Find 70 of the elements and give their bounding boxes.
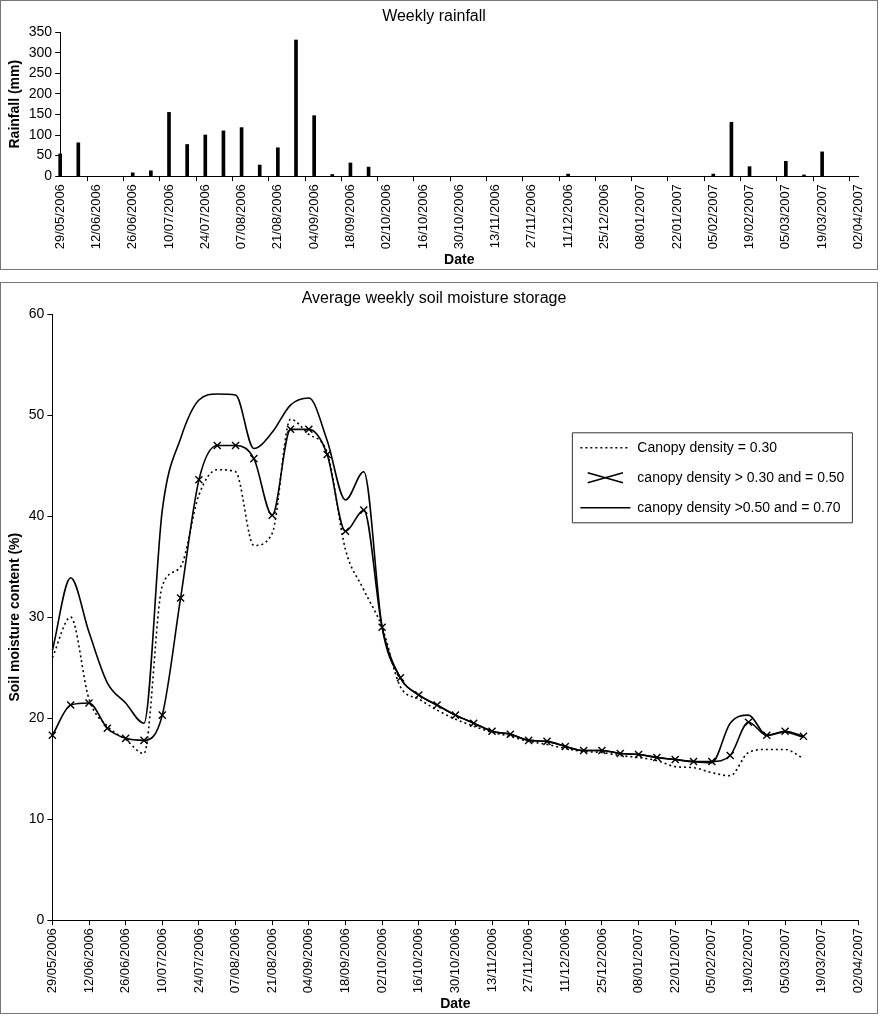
x-tick-label: 12/06/2006 — [88, 184, 104, 250]
x-axis-title: Date — [440, 995, 471, 1012]
x-tick-label: 08/01/2007 — [632, 184, 648, 250]
x-tick-label: 24/07/2006 — [196, 184, 212, 250]
y-tick-label: 300 — [28, 43, 53, 60]
y-tick-label: 0 — [36, 911, 45, 927]
x-tick-label: 21/08/2006 — [263, 928, 279, 994]
x-tick-label: 02/04/2007 — [849, 928, 865, 994]
x-tick-label: 16/10/2006 — [414, 184, 430, 250]
x-tick-label: 10/07/2006 — [160, 184, 176, 250]
y-tick-label: 60 — [28, 305, 45, 322]
x-tick-label: 22/01/2007 — [668, 184, 684, 250]
x-tick-label: 05/03/2007 — [776, 928, 792, 994]
legend-label: canopy density >0.50 and = 0.70 — [637, 498, 841, 515]
x-tick-label: 02/04/2007 — [849, 184, 865, 250]
x-tick-label: 13/11/2006 — [487, 184, 503, 249]
x-tick-label: 05/02/2007 — [703, 928, 719, 994]
x-tick-label: 04/09/2006 — [305, 184, 321, 250]
x-tick-label: 21/08/2006 — [269, 184, 285, 250]
x-tick-label: 25/12/2006 — [595, 184, 611, 250]
x-tick-label: 07/08/2006 — [227, 928, 243, 994]
y-tick-label: 100 — [28, 125, 53, 142]
x-tick-label: 02/10/2006 — [373, 928, 389, 994]
y-tick-label: 150 — [28, 105, 53, 122]
y-axis-title: Soil moisture content (%) — [6, 532, 23, 702]
x-tick-label: 24/07/2006 — [190, 928, 206, 994]
x-tick-label: 27/11/2006 — [520, 928, 536, 993]
y-tick-label: 10 — [28, 810, 45, 827]
x-tick-label: 29/05/2006 — [43, 928, 59, 994]
x-tick-label: 05/03/2007 — [777, 184, 793, 250]
x-tick-label: 12/06/2006 — [80, 928, 96, 994]
y-tick-label: 40 — [28, 507, 45, 524]
y-tick-label: 50 — [36, 146, 53, 163]
x-tick-label: 13/11/2006 — [483, 928, 499, 993]
legend-label: canopy density > 0.30 and = 0.50 — [637, 468, 845, 485]
x-tick-label: 30/10/2006 — [450, 184, 466, 250]
x-tick-label: 07/08/2006 — [233, 184, 249, 250]
x-tick-label: 19/03/2007 — [813, 928, 829, 994]
x-tick-label: 08/01/2007 — [630, 928, 646, 994]
x-tick-label: 26/06/2006 — [124, 184, 140, 250]
y-tick-label: 20 — [28, 709, 45, 726]
y-tick-label: 30 — [28, 608, 45, 625]
x-tick-label: 11/12/2006 — [559, 184, 575, 249]
x-tick-label: 18/09/2006 — [342, 184, 358, 250]
x-tick-label: 04/09/2006 — [300, 928, 316, 994]
y-tick-label: 200 — [28, 84, 53, 101]
x-tick-label: 26/06/2006 — [117, 928, 133, 994]
x-tick-label: 19/02/2007 — [740, 928, 756, 994]
x-tick-label: 16/10/2006 — [410, 928, 426, 994]
x-tick-label: 27/11/2006 — [523, 184, 539, 249]
y-axis-title: Rainfall (mm) — [6, 59, 23, 149]
legend-label: Canopy density = 0.30 — [637, 438, 778, 455]
x-tick-label: 11/12/2006 — [556, 928, 572, 993]
y-tick-label: 0 — [44, 167, 53, 183]
x-tick-label: 25/12/2006 — [593, 928, 609, 994]
x-axis-title: Date — [444, 251, 475, 268]
chart-title: Average weekly soil moisture storage — [301, 289, 567, 307]
y-tick-label: 50 — [28, 406, 45, 423]
x-tick-label: 29/05/2006 — [51, 184, 67, 250]
x-tick-label: 10/07/2006 — [153, 928, 169, 994]
x-tick-label: 19/02/2007 — [741, 184, 757, 250]
x-tick-label: 02/10/2006 — [378, 184, 394, 250]
x-tick-label: 05/02/2007 — [704, 184, 720, 250]
y-tick-label: 250 — [28, 64, 53, 81]
x-tick-label: 18/09/2006 — [337, 928, 353, 994]
chart-title: Weekly rainfall — [382, 7, 486, 25]
y-tick-label: 350 — [28, 23, 53, 40]
x-tick-label: 22/01/2007 — [666, 928, 682, 994]
x-tick-label: 19/03/2007 — [813, 184, 829, 250]
x-tick-label: 30/10/2006 — [446, 928, 462, 994]
